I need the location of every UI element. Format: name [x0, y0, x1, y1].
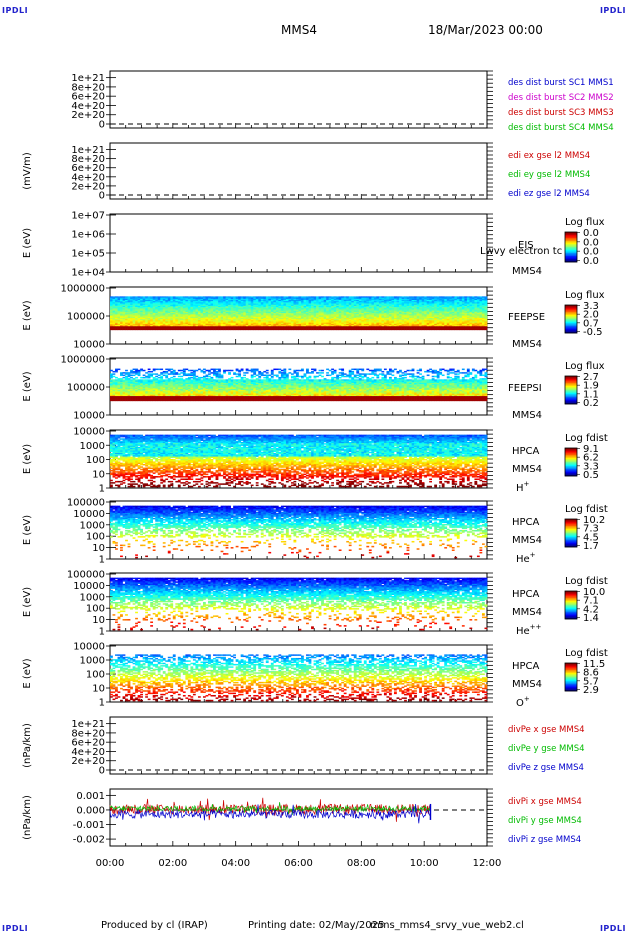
overlay-label: Lwvy electron tc [480, 246, 562, 257]
y-axis-label: (mV/m) [22, 152, 33, 190]
x-tick-label: 12:00 [473, 858, 502, 869]
panel-frame [110, 214, 487, 272]
legend-entry: edi ex gse l2 MMS4 [508, 151, 590, 161]
instrument-label: MMS4 [512, 266, 542, 277]
y-tick-label: 1e+04 [71, 268, 105, 279]
y-tick-label: 1e+07 [71, 211, 105, 222]
y-axis-label: E (eV) [22, 228, 33, 258]
x-tick-label: 00:00 [96, 858, 125, 869]
y-tick-label: 10000 [73, 340, 105, 351]
legend-entry: des dist burst SC2 MMS2 [508, 93, 614, 103]
legend-entry: edi ey gse l2 MMS4 [508, 170, 590, 180]
panel-frame [110, 143, 487, 199]
legend-entry: des dist burst SC4 MMS4 [508, 123, 614, 133]
x-tick-label: 10:00 [410, 858, 439, 869]
x-tick-label: 02:00 [158, 858, 187, 869]
y-axis-label: E (eV) [22, 300, 33, 330]
colorbar-title: Log flux [565, 217, 605, 228]
colorbar-tick-label: 0.0 [583, 256, 599, 267]
x-tick-label: 06:00 [284, 858, 313, 869]
y-tick-label: 1000000 [60, 284, 105, 295]
legend-entry: des dist burst SC1 MMS1 [508, 78, 614, 88]
y-tick-label: 1e+06 [71, 230, 105, 241]
x-tick-label: 04:00 [221, 858, 250, 869]
legend-entry: edi ez gse l2 MMS4 [508, 189, 590, 199]
legend-entry: des dist burst SC3 MMS3 [508, 108, 614, 118]
y-tick-label: 1e+05 [71, 249, 105, 260]
y-tick-label: 100000 [67, 312, 105, 323]
y-tick-label: 1e+21 [71, 145, 105, 156]
y-tick-label: 1e+21 [71, 73, 105, 84]
x-tick-label: 08:00 [347, 858, 376, 869]
panel-frame [110, 71, 487, 128]
